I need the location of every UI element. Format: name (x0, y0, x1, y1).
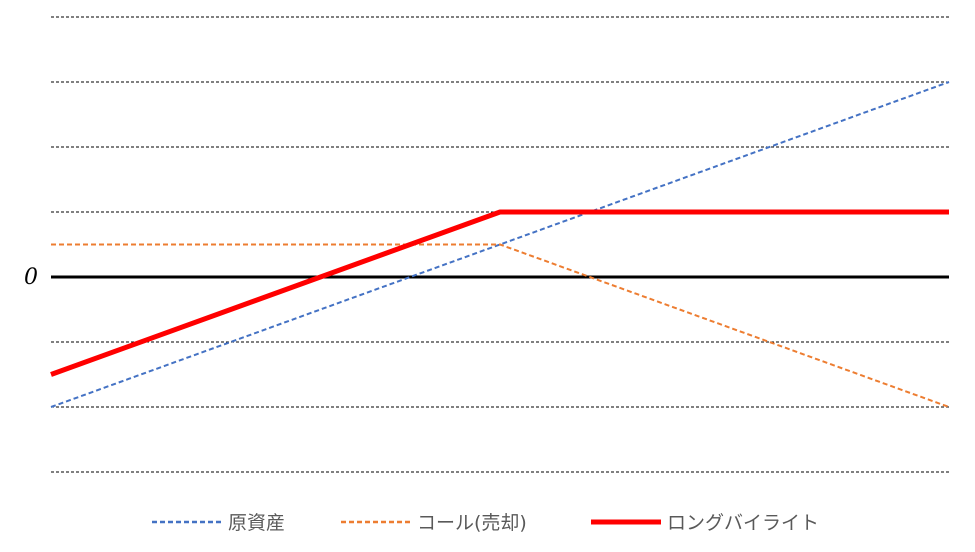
series-lines (50, 81, 950, 408)
series-line-0 (50, 81, 950, 408)
legend-label-2: ロングバイライト (667, 512, 819, 534)
series-line-1 (51, 243, 950, 408)
legend-label-0: 原資産 (228, 512, 285, 534)
legend: 原資産 コール(売却) ロングバイライト (152, 512, 819, 534)
series-line-2 (50, 209, 949, 377)
zero-label: 0 (24, 265, 38, 290)
legend-label-1: コール(売却) (417, 512, 527, 534)
